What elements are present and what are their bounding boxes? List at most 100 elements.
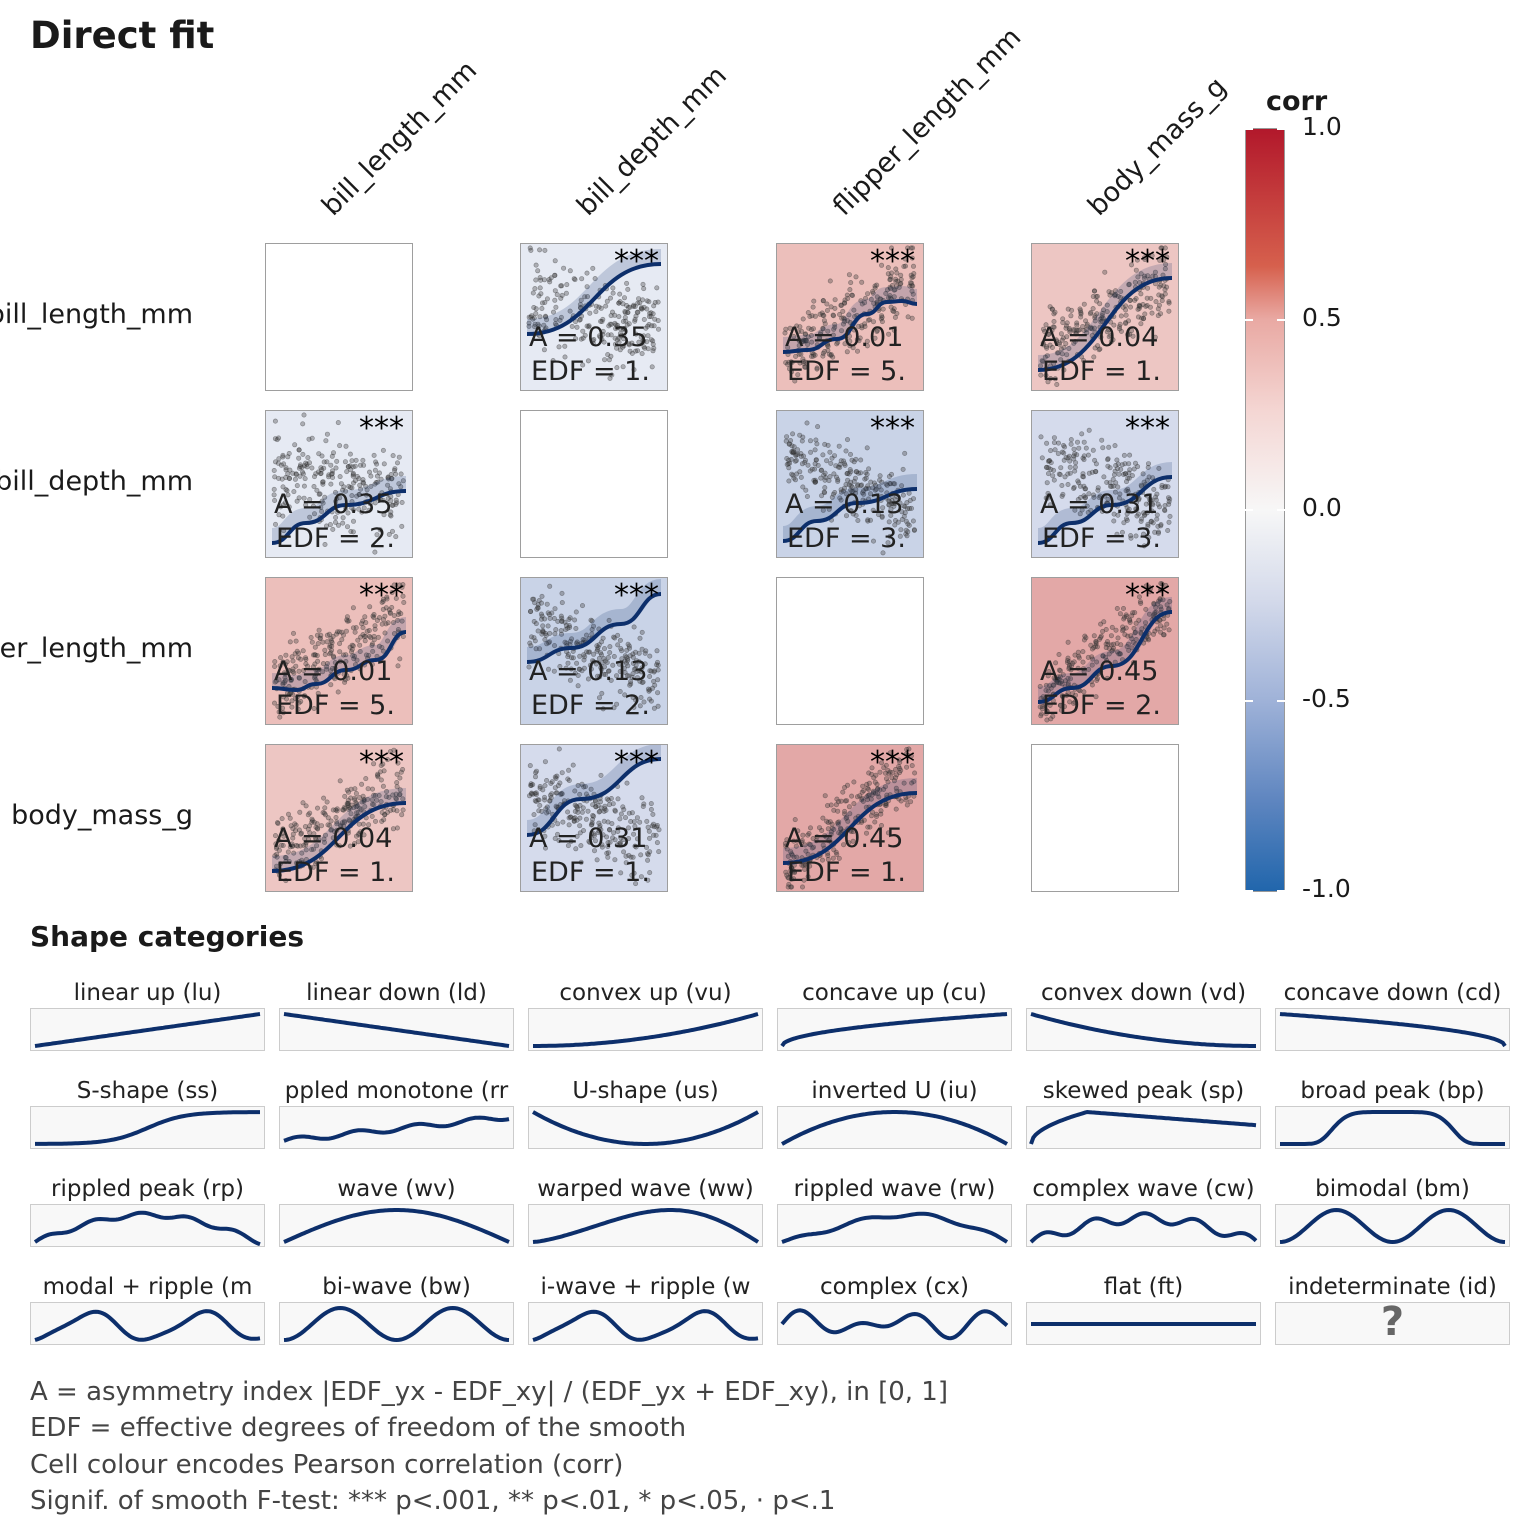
scatter-point <box>320 479 326 485</box>
scatter-point <box>1117 651 1123 657</box>
scatter-point <box>641 801 647 807</box>
scatter-point <box>863 486 869 492</box>
smooth-ci-band <box>1037 263 1173 369</box>
scatter-point <box>889 501 895 507</box>
scatter-point <box>828 802 834 808</box>
scatter-point <box>1149 310 1155 316</box>
scatter-point <box>804 494 810 500</box>
matrix-cell-diagonal <box>1031 744 1179 892</box>
scatter-point <box>1087 311 1093 317</box>
scatter-point <box>1045 688 1051 694</box>
scatter-point <box>343 443 349 449</box>
scatter-point <box>1044 464 1050 470</box>
edf-label: EDF = 2. <box>531 690 650 721</box>
scatter-point <box>391 807 397 813</box>
scatter-point <box>1092 288 1098 294</box>
scatter-point <box>394 784 400 790</box>
scatter-point <box>617 299 623 305</box>
scatter-point <box>617 326 623 332</box>
scatter-point <box>273 521 279 527</box>
scatter-point <box>590 802 596 808</box>
scatter-point <box>591 813 597 819</box>
scatter-point <box>792 477 798 483</box>
scatter-point <box>346 806 352 812</box>
scatter-point <box>820 842 826 848</box>
scatter-point <box>1071 453 1077 459</box>
scatter-point <box>837 312 843 318</box>
scatter-point <box>618 811 624 817</box>
scatter-point <box>1089 654 1095 660</box>
scatter-point <box>802 331 808 337</box>
scatter-point <box>1158 245 1164 251</box>
scatter-point <box>573 640 579 646</box>
scatter-point <box>320 479 326 485</box>
scatter-point <box>1099 437 1105 443</box>
scatter-point <box>371 761 377 767</box>
scatter-point <box>598 805 604 811</box>
scatter-point <box>340 807 346 813</box>
scatter-point <box>877 477 883 483</box>
scatter-point <box>893 266 899 272</box>
smooth-ci-band <box>781 474 918 540</box>
scatter-point <box>1110 647 1116 653</box>
scatter-point <box>784 434 790 440</box>
scatter-point <box>609 372 615 378</box>
scatter-point <box>859 819 865 825</box>
scatter-point <box>285 811 291 817</box>
scatter-point <box>551 643 557 649</box>
scatter-point <box>1081 301 1087 307</box>
scatter-point <box>887 277 893 283</box>
scatter-point <box>1141 255 1147 261</box>
shape-panel <box>1275 1106 1510 1149</box>
scatter-point <box>1094 676 1100 682</box>
scatter-point <box>887 293 893 299</box>
scatter-point <box>1045 673 1051 679</box>
scatter-point <box>1166 519 1172 525</box>
scatter-point <box>399 584 405 590</box>
scatter-point <box>1092 315 1098 321</box>
scatter-point <box>1061 450 1067 456</box>
scatter-point <box>820 312 826 318</box>
scatter-point <box>863 804 869 810</box>
shape-curve <box>532 1309 759 1342</box>
scatter-point <box>1081 457 1087 463</box>
scatter-point <box>822 441 828 447</box>
scatter-point <box>845 437 851 443</box>
scatter-point <box>828 831 834 837</box>
scatter-point <box>604 298 610 304</box>
scatter-point <box>1166 300 1172 306</box>
scatter-point <box>638 334 644 340</box>
scatter-point <box>385 757 391 763</box>
scatter-point <box>827 278 833 284</box>
scatter-point <box>274 863 280 869</box>
scatter-point <box>832 490 838 496</box>
scatter-point <box>892 287 898 293</box>
scatter-point <box>799 461 805 467</box>
scatter-point <box>1144 295 1150 301</box>
scatter-point <box>1146 474 1152 480</box>
significance-stars: *** <box>614 244 659 279</box>
smooth-ci-band <box>271 617 408 690</box>
scatter-point <box>828 460 834 466</box>
scatter-point <box>291 489 297 495</box>
scatter-point <box>653 832 659 838</box>
scatter-point <box>567 308 573 314</box>
scatter-point <box>350 625 356 631</box>
scatter-point <box>1060 335 1066 341</box>
scatter-point <box>1164 621 1170 627</box>
scatter-point <box>548 795 554 801</box>
scatter-point <box>872 779 878 785</box>
scatter-point <box>390 792 396 798</box>
scatter-point <box>642 345 648 351</box>
scatter-point <box>1125 641 1131 647</box>
scatter-point <box>540 629 546 635</box>
scatter-point <box>813 479 819 485</box>
scatter-point <box>1061 345 1067 351</box>
scatter-point <box>296 859 302 865</box>
shape-label: modal + ripple (m <box>42 1274 253 1300</box>
scatter-point <box>1067 327 1073 333</box>
scatter-point <box>1091 325 1097 331</box>
scatter-point <box>655 677 661 683</box>
shape-category-bw: bi-wave (bw) <box>279 1273 514 1345</box>
scatter-point <box>894 311 900 317</box>
